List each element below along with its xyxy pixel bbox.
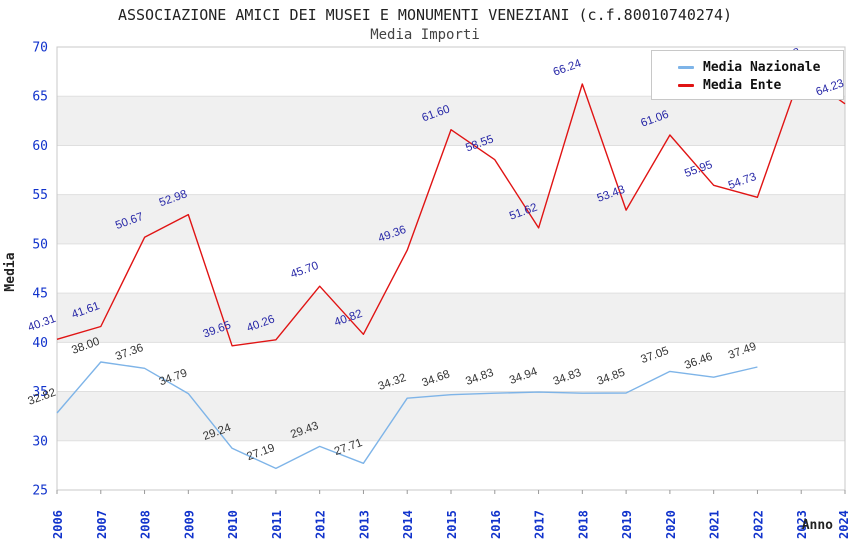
x-tick-label: 2013 [357, 510, 371, 539]
x-tick-label: 2015 [445, 510, 459, 539]
plot-band [57, 391, 845, 441]
plot-band [57, 96, 845, 146]
plot-band [57, 194, 845, 244]
chart-title: ASSOCIAZIONE AMICI DEI MUSEI E MONUMENTI… [117, 6, 733, 24]
x-tick-label: 2019 [620, 510, 634, 539]
y-tick-label: 30 [32, 434, 48, 449]
x-tick-label: 2014 [401, 510, 415, 539]
x-tick-label: 2022 [751, 510, 765, 539]
series-line-media-nazionale [56, 361, 758, 470]
y-tick-label: 70 [32, 41, 48, 56]
y-tick-label: 65 [32, 90, 48, 105]
y-axis-title: Media [3, 252, 18, 291]
legend-item-media-nazionale: Media Nazionale [652, 58, 843, 76]
x-tick-label: 2023 [795, 510, 809, 539]
x-tick-label: 2024 [837, 510, 850, 539]
legend-swatch-media-ente-icon [678, 83, 694, 87]
x-tick-label: 2020 [664, 510, 678, 539]
x-tick-label: 2007 [95, 510, 109, 539]
x-tick-label: 2018 [576, 510, 590, 539]
x-tick-label: 2016 [489, 510, 503, 539]
x-tick-label: 2009 [182, 510, 196, 539]
plot-band [57, 342, 845, 392]
x-tick-label: 2011 [270, 510, 284, 539]
y-tick-label: 45 [32, 287, 48, 302]
x-tick-label: 2012 [314, 510, 328, 539]
y-tick-label: 50 [32, 237, 48, 252]
legend-label: Media Ente [703, 77, 782, 93]
x-tick-label: 2006 [51, 510, 65, 539]
legend-item-media-ente: Media Ente [652, 76, 843, 94]
chart-subtitle: Media Importi [370, 27, 480, 43]
plot-band [57, 440, 845, 490]
y-tick-label: 40 [32, 336, 48, 351]
x-tick-label: 2008 [139, 510, 153, 539]
y-tick-label: 55 [32, 188, 48, 203]
series-line-media-ente [56, 72, 846, 347]
plot-band [57, 293, 845, 343]
plot-band [57, 145, 845, 195]
x-tick-label: 2010 [226, 510, 240, 539]
y-tick-label: 35 [32, 385, 48, 400]
plot-band [57, 243, 845, 294]
legend-swatch-media-nazionale-icon [678, 65, 694, 69]
x-tick-label: 2017 [533, 510, 547, 539]
x-axis-title: Anno [802, 518, 833, 533]
y-tick-label: 25 [32, 484, 48, 499]
legend: Media Nazionale Media Ente [651, 50, 844, 100]
y-tick-label: 60 [32, 139, 48, 154]
x-tick-label: 2021 [708, 510, 722, 539]
legend-label: Media Nazionale [703, 59, 821, 75]
